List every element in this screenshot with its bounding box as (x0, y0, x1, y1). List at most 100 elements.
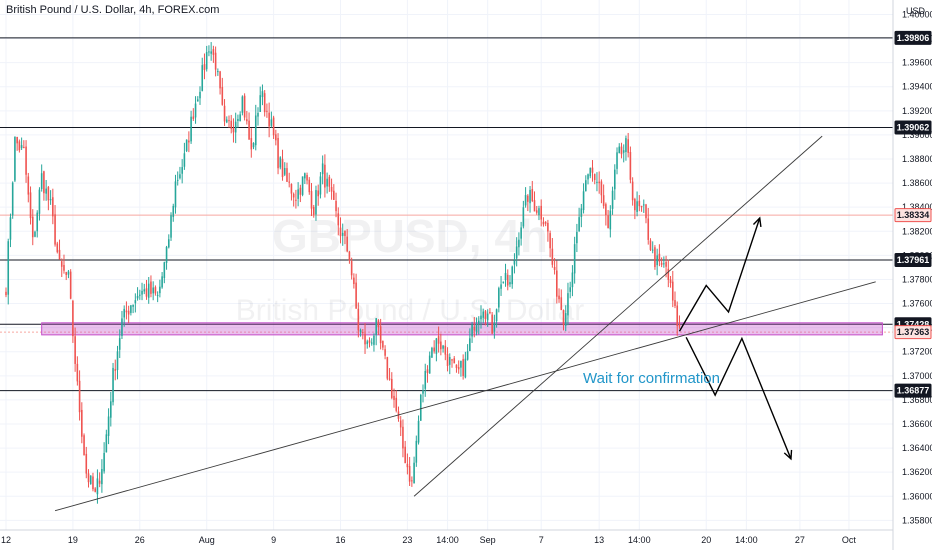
candle (556, 270, 558, 297)
candle (286, 168, 288, 182)
candle (585, 180, 587, 192)
time-tick-label: 13 (594, 535, 604, 545)
candle (306, 175, 308, 181)
candle (520, 227, 522, 239)
candle (317, 190, 319, 197)
candle (589, 167, 592, 177)
candle (417, 420, 420, 443)
candle (406, 463, 409, 468)
candle (261, 91, 264, 98)
candle (348, 251, 351, 261)
candle (5, 291, 7, 296)
candle (562, 310, 565, 326)
candle (163, 262, 166, 279)
price-tag (894, 120, 932, 135)
price-tick-label: 1.36400 (902, 443, 932, 453)
price-tag-label: 1.37428 (897, 319, 930, 329)
candle (110, 401, 112, 418)
candle (74, 336, 76, 364)
price-tag (894, 30, 932, 45)
candle (301, 176, 304, 195)
candle (640, 205, 643, 208)
candle (167, 239, 170, 248)
price-tick-label: 1.37200 (902, 347, 932, 357)
time-tick-label: 7 (539, 535, 544, 545)
candle (288, 181, 291, 183)
candle (598, 181, 600, 184)
candle (440, 341, 442, 350)
candle (212, 49, 215, 55)
price-tag-label: 1.36877 (897, 386, 930, 396)
candle (616, 152, 618, 169)
candle (355, 282, 357, 309)
candle (205, 52, 208, 70)
candle (94, 488, 96, 492)
candle (25, 146, 27, 175)
candle (388, 378, 391, 380)
candle (625, 138, 627, 153)
candle (402, 426, 404, 449)
candle (627, 139, 629, 153)
candle (270, 119, 273, 126)
candle (105, 434, 108, 453)
candle (368, 340, 371, 343)
candle (493, 322, 496, 332)
candle (283, 168, 286, 175)
candle (399, 420, 402, 428)
price-tick-label: 1.39400 (902, 82, 932, 92)
candle (190, 116, 192, 142)
candle (353, 277, 355, 285)
candle (20, 145, 23, 149)
candle (444, 345, 447, 355)
candle (638, 200, 641, 207)
candle (480, 315, 482, 320)
time-tick-label: Aug (199, 535, 215, 545)
candle (350, 261, 353, 276)
candle (277, 137, 279, 169)
price-tag-label: 1.38334 (897, 210, 930, 220)
candle (14, 136, 16, 181)
candle (607, 215, 609, 229)
time-axis[interactable]: 12 19 26 Aug 9 16 23 14:00 Sep 7 13 14:00 20 14:00 27 O… (1, 535, 856, 545)
candle (85, 453, 88, 474)
candle (170, 215, 172, 238)
candle (609, 210, 612, 230)
candle (636, 201, 638, 212)
candle (669, 279, 672, 284)
candle (237, 118, 239, 121)
candle (107, 416, 110, 436)
candle (578, 217, 580, 231)
price-tag-label: 1.39806 (897, 33, 930, 43)
candle (54, 214, 56, 245)
watermark-symbol: GBPUSD, 4h (272, 210, 548, 262)
candle (145, 288, 148, 297)
price-tick-label: 1.36800 (902, 395, 932, 405)
candle (139, 294, 141, 296)
candle (248, 120, 250, 140)
candle (605, 204, 607, 215)
price-tick-label: 1.39000 (902, 130, 932, 140)
candle (308, 179, 311, 193)
candle (225, 119, 228, 123)
candle (676, 305, 679, 327)
price-tick-label: 1.40000 (902, 9, 932, 19)
price-tag-label: 1.39062 (897, 122, 930, 132)
candle (295, 199, 297, 201)
candle (362, 332, 364, 334)
candle (254, 115, 257, 146)
candle (23, 146, 25, 149)
candle (500, 284, 502, 289)
price-axis[interactable]: 1.35800 1.36000 1.36200 1.36400 1.36600 1.368… (902, 9, 932, 525)
candle (161, 276, 163, 288)
candle (194, 103, 197, 118)
arrowhead (783, 449, 793, 461)
scenario-path (678, 217, 761, 332)
candle (103, 452, 105, 472)
support-zone (41, 322, 883, 336)
candle (573, 244, 576, 274)
candle (312, 206, 315, 215)
candle (596, 181, 598, 183)
candle (538, 208, 540, 216)
